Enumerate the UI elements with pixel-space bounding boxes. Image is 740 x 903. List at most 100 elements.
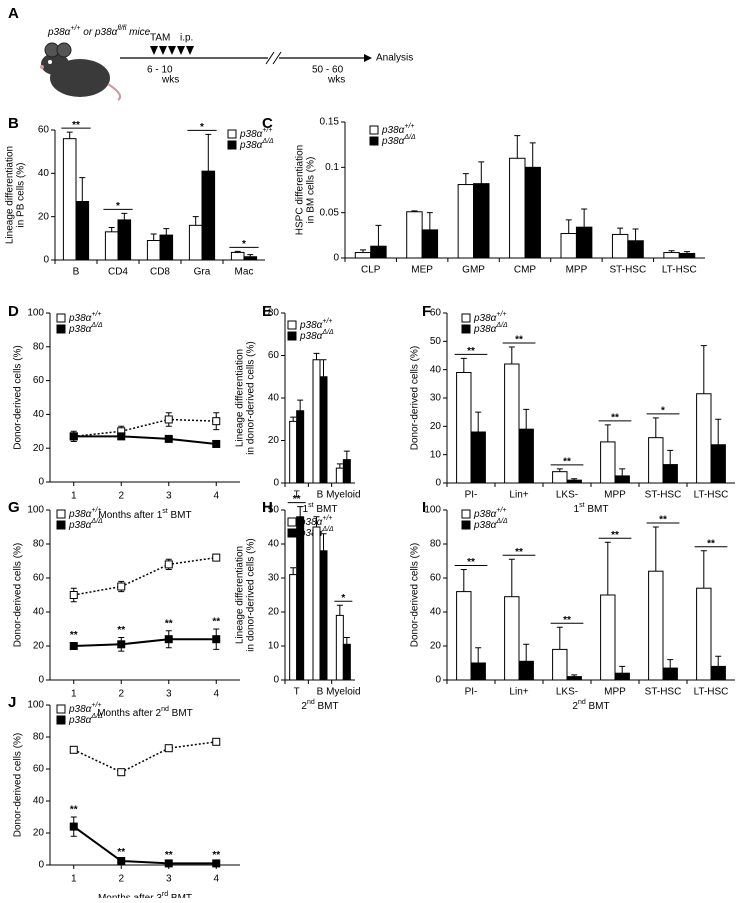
mouse-nose (40, 65, 44, 69)
y-tick-label: 60 (38, 125, 50, 136)
bar (456, 591, 472, 681)
x-tick-label: MEP (411, 265, 433, 276)
chart-panel: C 0 0.05 0.1 0.15 HSPC differentiation in BM c… (262, 115, 705, 276)
chart-panel: D 0 20 40 60 80 100 Donor-derived cells (%) p38α… (8, 303, 240, 521)
y-tick-label: 0.1 (325, 162, 339, 173)
significance: ** (467, 557, 475, 568)
bar (552, 471, 568, 484)
y-tick-label: 0.15 (320, 117, 340, 128)
significance: ** (659, 515, 667, 526)
significance: ** (212, 850, 220, 861)
x-tick-label: CLP (361, 265, 381, 276)
x-tick-label: MPP (604, 490, 626, 501)
y-tick-label: 20 (38, 211, 50, 222)
legend-label: p38α+/+ (473, 311, 507, 323)
bar (312, 359, 321, 484)
error-bar (565, 219, 572, 234)
error-bar (192, 216, 199, 226)
chart-panel: E 0 20 40 60 80 Lineage differentiation in dono… (235, 303, 361, 515)
error-bar (336, 463, 343, 469)
y-tick-label: 0 (273, 478, 279, 489)
y-tick-label: 20 (268, 435, 280, 446)
x-tick-label: T (294, 490, 300, 501)
error-bar (108, 227, 115, 232)
error-bar (571, 478, 578, 481)
x-tick-label: Lin+ (509, 490, 528, 501)
schematic: A p38α+/+ or p38αfl/fl mice TAM i.p. 6 -… (8, 5, 413, 101)
x-axis-label: Months after 3rd BMT (98, 891, 192, 898)
point (164, 415, 173, 424)
injections (150, 46, 194, 55)
panel-label: G (8, 499, 20, 516)
y-axis-label: in donor-derived cells (%) (246, 341, 257, 454)
bar (62, 138, 77, 261)
error-bar (375, 224, 382, 247)
significance: ** (293, 494, 301, 505)
chart-panel: I 0 20 40 60 80 100 Donor-derived cells (%) p38α… (410, 499, 735, 712)
x-tick-label: 3 (166, 874, 172, 885)
legend-label: p38α+/+ (239, 127, 273, 139)
point (69, 642, 78, 650)
bar (456, 372, 472, 484)
y-axis-label: in BM cells (%) (306, 157, 317, 224)
bar (342, 643, 351, 681)
point (212, 737, 221, 746)
significance: ** (212, 617, 220, 628)
legend-label: p38αΔ/Δ (299, 526, 334, 538)
legend-swatch (287, 528, 297, 538)
error-bar (619, 468, 626, 476)
bar (696, 587, 712, 681)
legend-swatch (56, 520, 66, 530)
y-tick-label: 20 (33, 641, 45, 652)
bar (518, 660, 534, 681)
bar (296, 410, 305, 484)
error-bar (320, 533, 327, 551)
legend-label: p38α+/+ (68, 311, 102, 323)
analysis-label: Analysis (376, 53, 413, 64)
chart-panel: B 0 20 40 60 Lineage differentiation in PB cel… (5, 115, 274, 278)
bar (319, 376, 328, 484)
panel-label: B (8, 115, 19, 132)
break (272, 51, 282, 65)
error-bar (652, 417, 659, 438)
bar (678, 252, 696, 259)
point (69, 822, 78, 831)
bar (600, 594, 616, 681)
y-tick-label: 20 (430, 421, 442, 432)
bar (289, 420, 298, 484)
start-label: 6 - 10 (147, 65, 173, 76)
legend-swatch (369, 136, 379, 146)
significance: ** (117, 847, 125, 858)
error-bar (529, 142, 536, 168)
point (164, 560, 173, 569)
error-bar (700, 550, 707, 589)
x-tick-label: GMP (462, 265, 485, 276)
bar (518, 428, 534, 484)
error-bar (604, 541, 611, 595)
point (117, 857, 126, 865)
y-axis-label: Donor-derived cells (%) (13, 345, 24, 449)
panel-label: I (422, 499, 426, 516)
error-bar (508, 346, 515, 364)
bar (611, 233, 629, 259)
series-line (73, 556, 217, 596)
series-line (73, 435, 217, 445)
error-bar (411, 210, 418, 212)
x-tick-label: LKS- (556, 687, 578, 698)
bar (614, 672, 630, 681)
error-bar (320, 359, 327, 377)
error-bar (297, 399, 304, 411)
error-bar (297, 506, 304, 517)
y-tick-label: 80 (430, 539, 442, 550)
x-tick-label: 4 (213, 874, 219, 885)
x-axis-label: 2nd BMT (572, 699, 609, 711)
y-tick-label: 40 (268, 539, 280, 550)
error-bar (426, 212, 433, 230)
x-tick-label: Myeloid (326, 490, 360, 501)
legend-label: p38α+/+ (381, 123, 415, 135)
x-axis-label: 1st BMT (303, 502, 338, 514)
error-bar (523, 408, 530, 430)
error-bar (508, 558, 515, 597)
x-tick-label: Gra (194, 267, 211, 278)
